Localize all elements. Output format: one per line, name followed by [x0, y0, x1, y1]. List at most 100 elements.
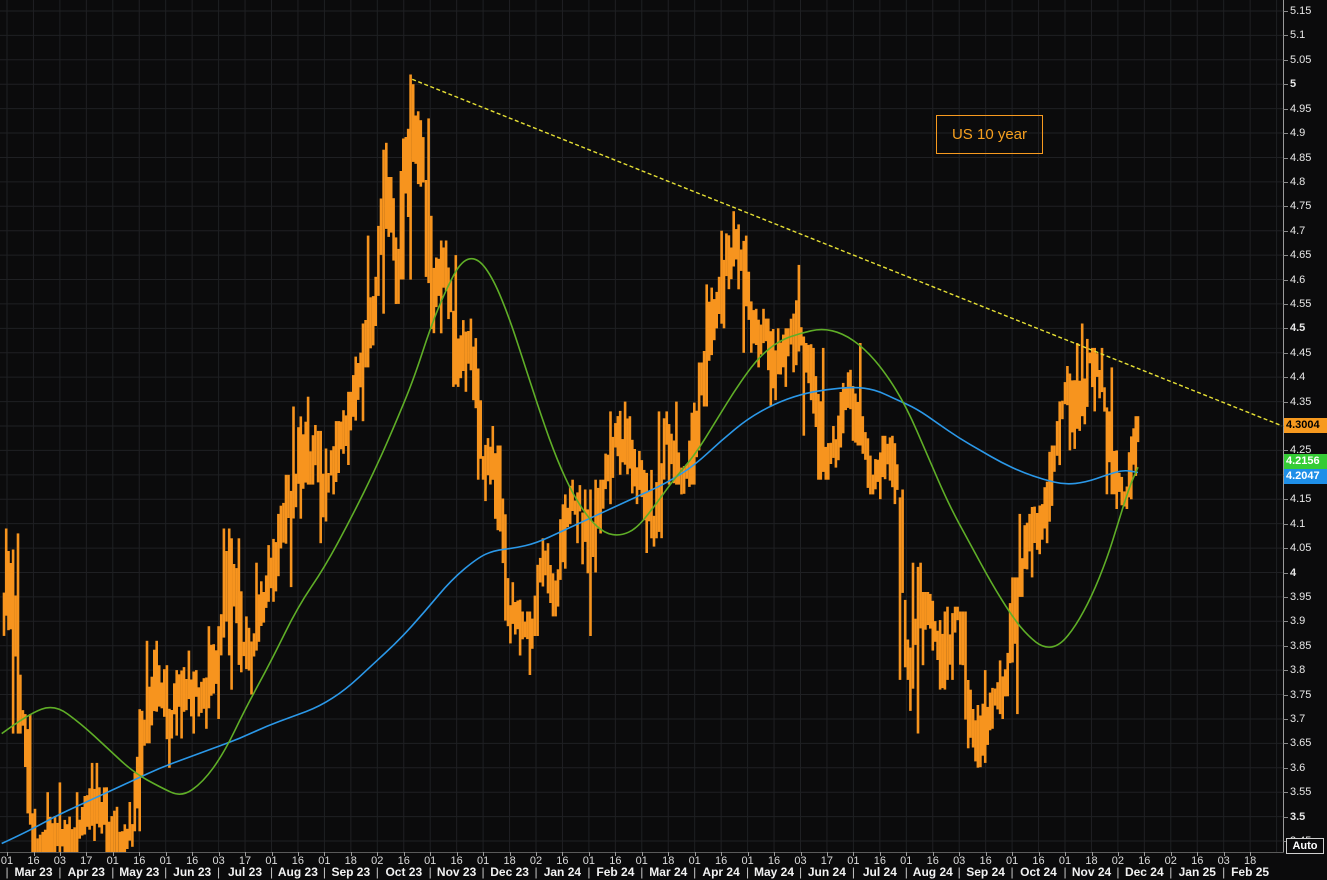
y-axis-tick: [1283, 694, 1288, 696]
price-bar: [197, 687, 201, 717]
price-bar: [948, 634, 952, 665]
price-bar: [257, 594, 261, 642]
x-axis-day-label: 02: [529, 855, 543, 867]
y-axis-label: 4.45: [1290, 346, 1312, 359]
price-bar: [1050, 445, 1054, 506]
price-bar: [879, 452, 882, 500]
price-bar: [459, 335, 463, 379]
price-bar: [784, 328, 788, 387]
month-separator: |: [1222, 865, 1226, 879]
price-bar: [267, 545, 270, 602]
price-bar: [222, 528, 226, 638]
price-bar: [98, 787, 101, 828]
y-axis-tick: [1283, 523, 1288, 525]
price-bar: [1078, 380, 1081, 431]
price-bar: [883, 435, 887, 480]
price-bar: [219, 614, 223, 656]
price-bar: [2, 592, 6, 636]
price-bar: [819, 401, 823, 480]
y-axis-label: 5: [1290, 78, 1297, 91]
y-axis-tick: [1283, 719, 1288, 720]
price-bar: [1095, 353, 1099, 377]
price-bar: [851, 386, 855, 441]
price-bar: [214, 650, 218, 684]
x-axis-day-label: 01: [318, 855, 331, 867]
price-bar: [435, 257, 438, 308]
x-axis-tick: [297, 852, 299, 856]
price-bar: [479, 400, 482, 459]
x-axis-month-label: Dec 24: [1124, 865, 1164, 879]
x-axis-day-label: 03: [212, 855, 225, 867]
x-axis-month-label: Jan 24: [543, 865, 582, 879]
price-bar: [690, 412, 694, 485]
price-bar: [635, 467, 639, 505]
y-axis-tick: [1283, 572, 1288, 574]
price-bar: [789, 318, 793, 345]
price-bar: [886, 443, 889, 465]
instrument-annotation-box[interactable]: US 10 year: [936, 115, 1043, 154]
price-bar: [299, 416, 303, 519]
price-bar: [133, 772, 137, 832]
y-axis-label: 4.05: [1290, 542, 1312, 555]
price-bar: [956, 606, 959, 621]
price-bar: [287, 474, 290, 518]
x-axis-month-label: Apr 24: [702, 865, 740, 879]
price-bar: [526, 611, 529, 640]
price-bar: [324, 448, 328, 522]
price-bar: [1080, 323, 1084, 417]
price-bar: [727, 235, 731, 290]
x-axis-day-label: 17: [80, 855, 93, 867]
price-bar: [1088, 352, 1092, 364]
price-bar: [1041, 504, 1044, 540]
x-axis-month-label: Mar 24: [649, 865, 688, 879]
price-bar: [1075, 343, 1079, 429]
price-bar: [11, 549, 15, 734]
x-axis-day-label: 01: [741, 855, 754, 867]
price-bar: [573, 500, 577, 515]
y-axis-label: 4.6: [1290, 273, 1306, 286]
x-axis-tick: [1065, 852, 1066, 856]
x-axis-tick: [7, 852, 8, 856]
price-bar: [559, 519, 562, 580]
price-bar: [63, 819, 67, 852]
price-bar: [976, 705, 980, 768]
price-chart-canvas[interactable]: [0, 0, 1283, 852]
price-bar: [914, 618, 917, 645]
y-axis-label: 3.8: [1290, 664, 1306, 677]
x-axis-day-label: 16: [873, 855, 887, 867]
y-axis-label: 4.65: [1290, 249, 1312, 262]
x-axis-day-label: 16: [27, 855, 40, 867]
price-bar: [332, 446, 335, 495]
y-axis-label: 3.7: [1290, 713, 1306, 725]
ma-slow-line: [1, 386, 1139, 845]
price-bar: [901, 489, 904, 593]
price-bar: [437, 258, 441, 296]
price-bar: [247, 627, 251, 671]
price-bar: [7, 551, 10, 631]
price-bar: [898, 497, 902, 680]
price-bar: [414, 115, 417, 164]
price-bar: [481, 456, 485, 480]
price-bar: [938, 620, 942, 690]
x-axis-tick: [800, 852, 802, 856]
y-axis-tick: [1283, 255, 1288, 257]
x-axis-day-label: 02: [1164, 855, 1177, 867]
price-bar: [1105, 407, 1109, 495]
y-axis-tick: [1283, 841, 1288, 842]
month-separator: |: [904, 865, 908, 879]
price-bar: [974, 720, 977, 762]
price-bar: [486, 438, 490, 476]
price-bar: [554, 580, 557, 617]
x-axis-tick: [1170, 852, 1172, 856]
price-bar: [599, 479, 602, 534]
x-axis-tick: [536, 852, 537, 856]
price-bar: [1016, 577, 1019, 715]
price-bar: [118, 831, 121, 852]
price-bar: [314, 425, 317, 466]
price-bar: [672, 440, 676, 484]
price-bar: [217, 626, 220, 719]
price-bar: [175, 670, 178, 736]
auto-scale-button[interactable]: Auto: [1286, 838, 1324, 854]
price-bar: [906, 639, 910, 680]
price-bar: [640, 460, 644, 498]
